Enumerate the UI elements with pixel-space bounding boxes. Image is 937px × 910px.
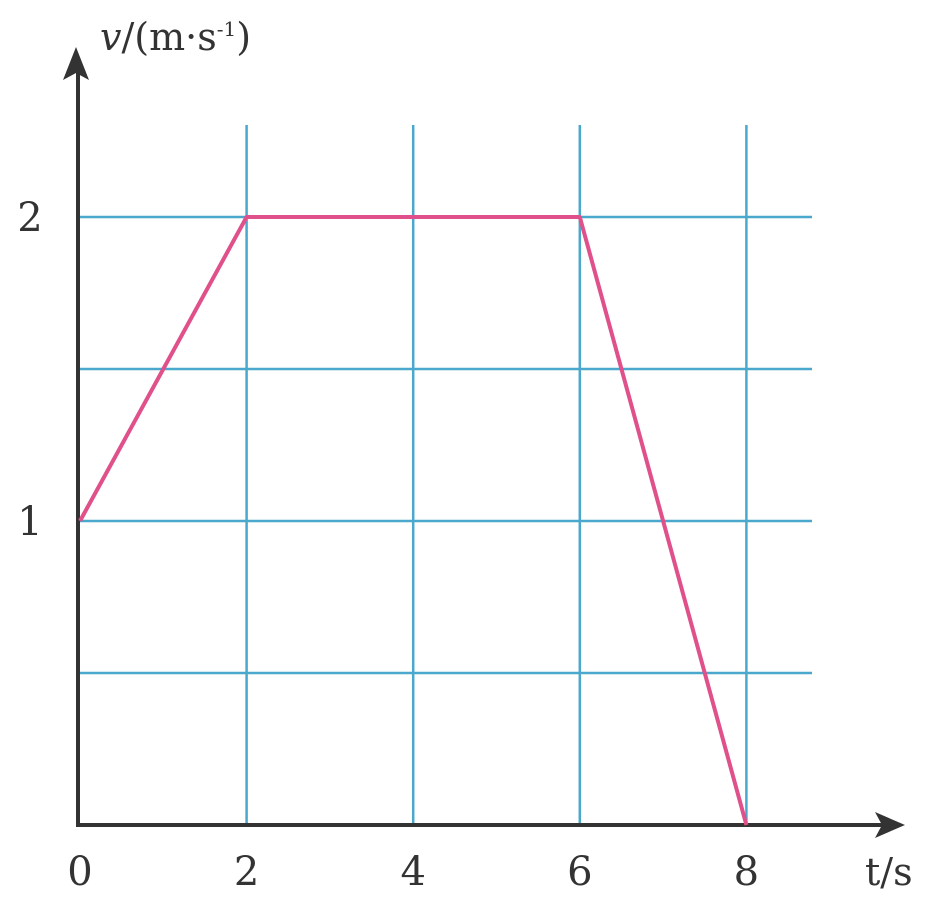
y-tick-label: 2 (17, 195, 42, 241)
tick-labels: 0 2 4 6 8 1 2 (17, 195, 759, 895)
series-line (78, 215, 749, 826)
x-tick-label: 2 (234, 849, 259, 895)
x-axis-label: t/s (865, 850, 913, 894)
x-axis-arrow-icon (875, 812, 905, 838)
x-tick-label: 6 (567, 849, 592, 895)
y-axis-arrow-icon (63, 47, 89, 80)
x-tick-label: 8 (734, 849, 759, 895)
axes (63, 47, 905, 838)
y-axis-label: v/(m·s-1) (100, 15, 251, 59)
y-tick-label: 1 (17, 499, 42, 545)
x-tick-label: 4 (400, 849, 425, 895)
x-tick-label: 0 (67, 849, 92, 895)
grid (80, 125, 812, 825)
series (78, 215, 749, 826)
